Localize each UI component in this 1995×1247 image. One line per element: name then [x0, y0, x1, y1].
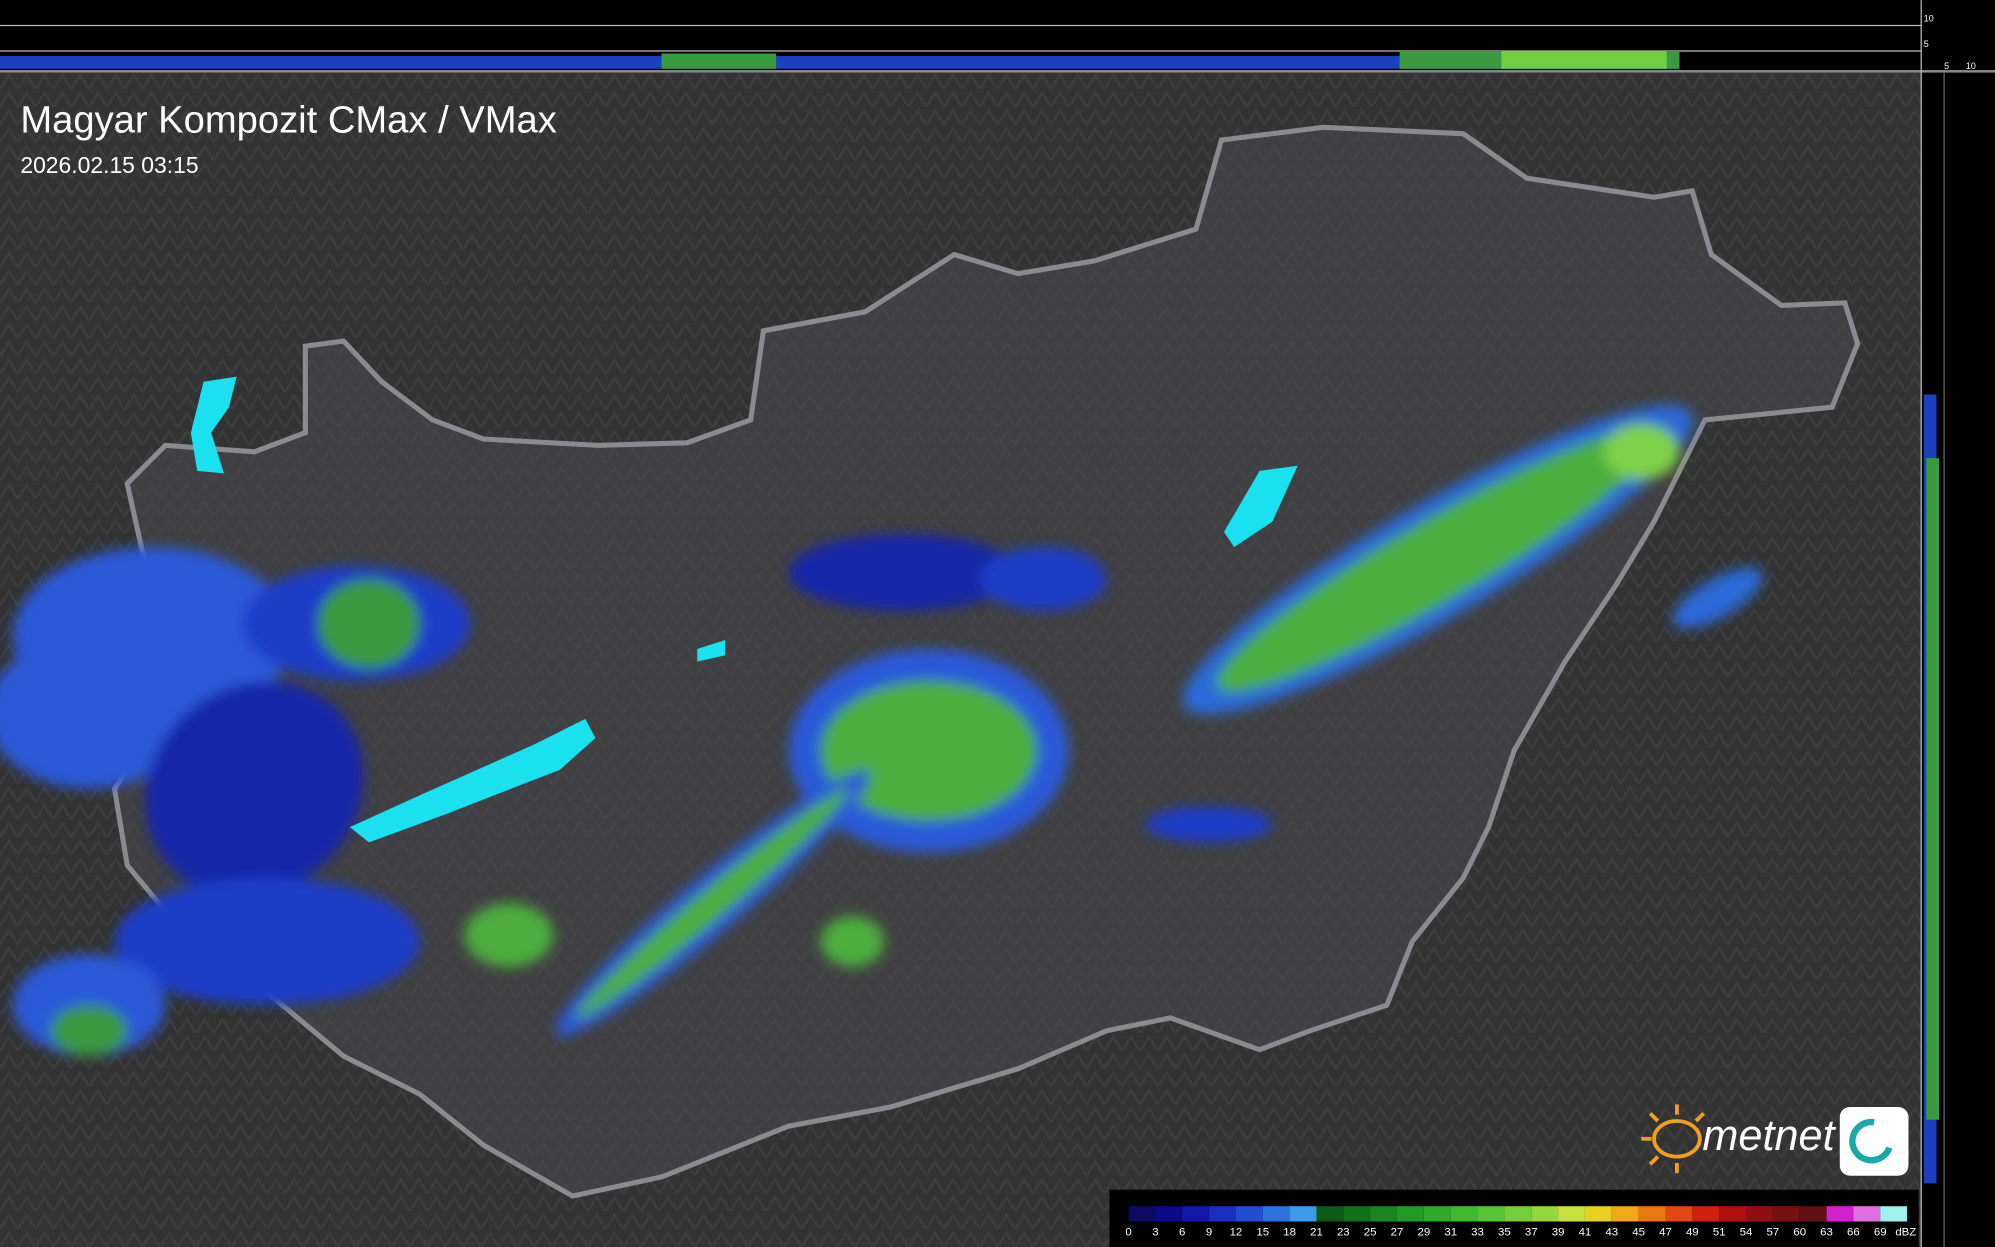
legend-swatch — [1370, 1206, 1398, 1222]
legend-label: 39 — [1552, 1226, 1565, 1238]
legend-swatch — [1343, 1206, 1371, 1222]
legend-label: 57 — [1766, 1226, 1779, 1238]
side-tick-label: 10 — [1966, 61, 1976, 71]
legend-label: 45 — [1632, 1226, 1645, 1238]
legend-label: 49 — [1686, 1226, 1699, 1238]
top-tick-label: 10 — [1924, 14, 1934, 24]
legend-label: 31 — [1444, 1226, 1457, 1238]
legend-label: 47 — [1659, 1226, 1672, 1238]
legend-swatch — [1531, 1206, 1559, 1222]
legend-swatch — [1182, 1206, 1210, 1222]
legend-label: 51 — [1713, 1226, 1726, 1238]
legend-swatch — [1450, 1206, 1478, 1222]
legend-swatch — [1853, 1206, 1881, 1222]
legend-swatch — [1772, 1206, 1800, 1222]
legend-label: 27 — [1391, 1226, 1404, 1238]
profile-ticks: 10 5 5 10 — [1924, 14, 1976, 71]
precipitation — [0, 405, 1763, 1057]
legend: 0 3 6 9 12 15 18 21 23 25 27 29 31 33 35 37 39 41 43 45 47 49… — [1125, 1206, 1916, 1238]
legend-swatch — [1423, 1206, 1451, 1222]
legend-swatch — [1611, 1206, 1639, 1222]
legend-label: 25 — [1364, 1226, 1377, 1238]
legend-label: 23 — [1337, 1226, 1350, 1238]
legend-label: 0 — [1125, 1226, 1131, 1238]
legend-swatch — [1799, 1206, 1827, 1222]
legend-swatch — [1719, 1206, 1747, 1222]
legend-swatch — [1262, 1206, 1290, 1222]
legend-swatch — [1289, 1206, 1317, 1222]
legend-swatch — [1746, 1206, 1773, 1222]
legend-label: 6 — [1179, 1226, 1185, 1238]
legend-label: 54 — [1740, 1226, 1753, 1238]
legend-label: 37 — [1525, 1226, 1538, 1238]
legend-label: 41 — [1579, 1226, 1592, 1238]
legend-swatch — [1504, 1206, 1532, 1222]
logo-text: metnet — [1702, 1112, 1836, 1160]
legend-swatch — [1397, 1206, 1424, 1222]
side-profile — [1923, 72, 1945, 1247]
legend-swatch — [1316, 1206, 1344, 1222]
map-title: Magyar Kompozit CMax / VMax — [20, 98, 556, 141]
legend-label: 35 — [1498, 1226, 1511, 1238]
top-tick-label: 5 — [1924, 39, 1929, 49]
legend-swatch — [1692, 1206, 1720, 1222]
legend-label: 60 — [1793, 1226, 1806, 1238]
legend-label: 15 — [1256, 1226, 1269, 1238]
legend-swatch — [1128, 1206, 1156, 1222]
legend-swatch — [1155, 1206, 1183, 1222]
legend-swatch — [1826, 1206, 1854, 1222]
side-tick-label: 5 — [1944, 61, 1949, 71]
legend-swatch — [1558, 1206, 1585, 1222]
legend-swatch — [1638, 1206, 1666, 1222]
legend-label: 3 — [1152, 1226, 1158, 1238]
legend-swatch — [1584, 1206, 1612, 1222]
legend-label: 63 — [1820, 1226, 1833, 1238]
legend-label: 33 — [1471, 1226, 1484, 1238]
lakes — [190, 376, 1298, 843]
legend-swatch — [1235, 1206, 1263, 1222]
legend-swatch — [1477, 1206, 1505, 1222]
legend-swatch — [1665, 1206, 1693, 1222]
legend-unit: dBZ — [1895, 1226, 1916, 1238]
legend-label: 66 — [1847, 1226, 1860, 1238]
logo: metnet — [1641, 1104, 1909, 1176]
legend-label: 18 — [1283, 1226, 1296, 1238]
legend-label: 29 — [1417, 1226, 1430, 1238]
legend-label: 9 — [1206, 1226, 1212, 1238]
timestamp: 2026.02.15 03:15 — [20, 152, 198, 178]
legend-label: 12 — [1230, 1226, 1243, 1238]
legend-label: 43 — [1605, 1226, 1618, 1238]
legend-label: 21 — [1310, 1226, 1323, 1238]
legend-swatch — [1209, 1206, 1236, 1222]
legend-label: 69 — [1874, 1226, 1887, 1238]
legend-swatch — [1880, 1206, 1908, 1222]
